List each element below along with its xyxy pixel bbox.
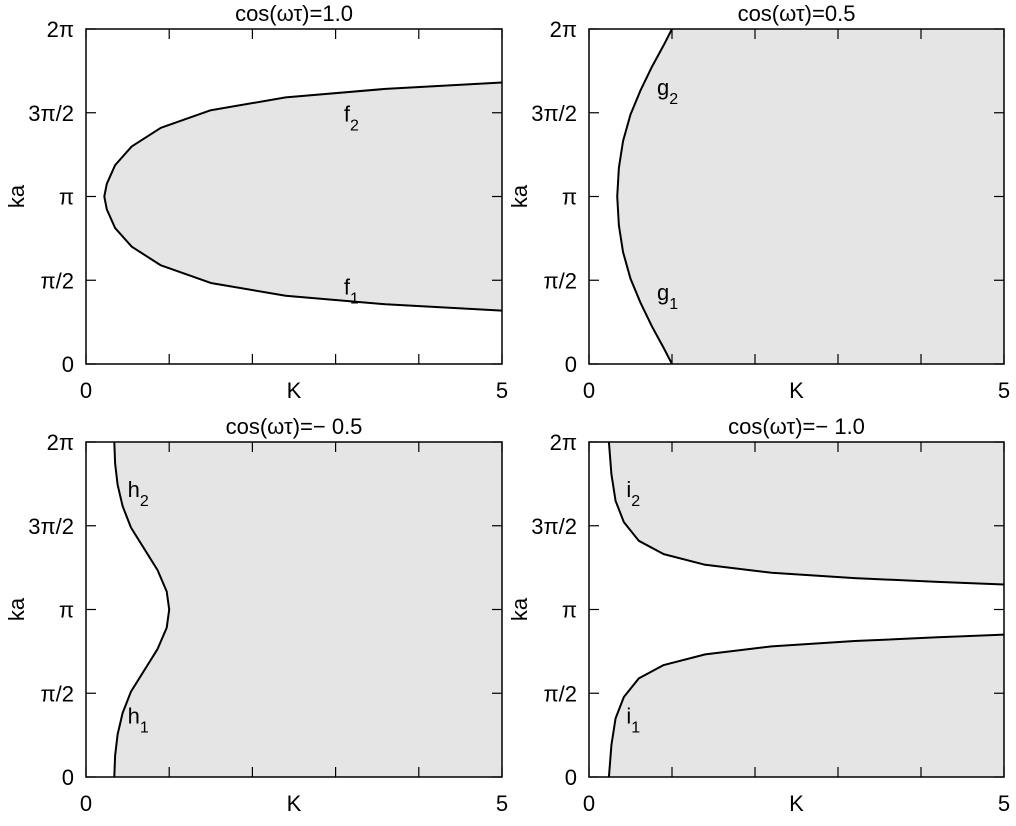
curve-label-i1: i1 <box>626 704 640 737</box>
curve-label-h1: h1 <box>128 704 149 737</box>
panel-cos-1-0: 0 π/2 π 3π/2 2π 0 5 Kka cos(ωτ)=1.0 f1 f2 <box>4 1 508 403</box>
x-axis-label: K <box>287 378 302 403</box>
curve-label-i2: i2 <box>626 477 640 510</box>
y-tick-label: 0 <box>62 352 74 377</box>
boundary-curve-1 <box>616 28 673 365</box>
y-tick-label: 0 <box>62 765 74 790</box>
y-axis-label: ka <box>507 184 532 208</box>
panel-cos-minus-1-0: 0 π/2 π 3π/2 2π 0 5 Kka cos(ωτ)=− 1.0 i1 i2 <box>507 414 1010 816</box>
panel-title: cos(ωτ)=1.0 <box>235 1 353 26</box>
y-axis-label: ka <box>507 597 532 621</box>
boundary-curve-1 <box>607 633 1005 778</box>
x-tick-label: 0 <box>80 378 92 403</box>
y-tick-label: 2π <box>550 430 577 455</box>
curve-label-g1: g1 <box>657 280 678 313</box>
y-tick-label: 0 <box>565 765 577 790</box>
boundary-curve-1 <box>103 81 503 312</box>
y-tick-label: π <box>59 598 74 623</box>
shaded-region-lower <box>608 634 1004 777</box>
y-tick-label: 2π <box>550 17 577 42</box>
y-axis-label: ka <box>4 184 29 208</box>
y-tick-label: π/2 <box>543 268 577 293</box>
y-tick-label: 3π/2 <box>531 101 577 126</box>
y-tick-label: π/2 <box>40 268 74 293</box>
x-axis-label: K <box>287 791 302 816</box>
x-tick-label: 5 <box>496 378 508 403</box>
panel-title: cos(ωτ)=− 0.5 <box>226 414 363 439</box>
x-tick-label: 0 <box>583 378 595 403</box>
x-tick-label: 5 <box>496 791 508 816</box>
y-tick-label: 2π <box>47 430 74 455</box>
panel-title: cos(ωτ)=0.5 <box>738 1 856 26</box>
curve-label-f2: f2 <box>344 101 359 134</box>
y-tick-label: π <box>562 185 577 210</box>
x-tick-label: 0 <box>583 791 595 816</box>
panel-cos-minus-0-5: 0 π/2 π 3π/2 2π 0 5 Kka cos(ωτ)=− 0.5 h1 h2 <box>4 414 508 816</box>
x-axis-label: K <box>789 791 804 816</box>
y-tick-label: π <box>562 598 577 623</box>
y-tick-label: 3π/2 <box>28 101 74 126</box>
panel-cos-0-5: 0 π/2 π 3π/2 2π 0 5 Kka cos(ωτ)=0.5 g1 g2 <box>507 1 1010 403</box>
x-tick-label: 0 <box>80 791 92 816</box>
shaded-region <box>114 442 503 777</box>
shaded-region <box>617 29 1004 364</box>
curve-label-h2: h2 <box>128 477 149 510</box>
y-tick-label: 3π/2 <box>28 514 74 539</box>
x-axis-label: K <box>789 378 804 403</box>
boundary-curve-1 <box>113 441 171 778</box>
shaded-region <box>104 82 502 311</box>
y-tick-label: π <box>59 185 74 210</box>
boundary-curve-2 <box>607 441 1005 586</box>
y-tick-label: 0 <box>565 352 577 377</box>
x-tick-label: 5 <box>998 791 1010 816</box>
y-tick-label: π/2 <box>543 681 577 706</box>
shaded-region-upper <box>608 442 1004 585</box>
curve-label-f1: f1 <box>344 275 359 308</box>
panel-title: cos(ωτ)=− 1.0 <box>728 414 865 439</box>
y-tick-label: 2π <box>47 17 74 42</box>
y-tick-label: π/2 <box>40 681 74 706</box>
curve-label-g2: g2 <box>657 75 678 108</box>
x-tick-label: 5 <box>998 378 1010 403</box>
y-tick-label: 3π/2 <box>531 514 577 539</box>
y-axis-label: ka <box>4 597 29 621</box>
